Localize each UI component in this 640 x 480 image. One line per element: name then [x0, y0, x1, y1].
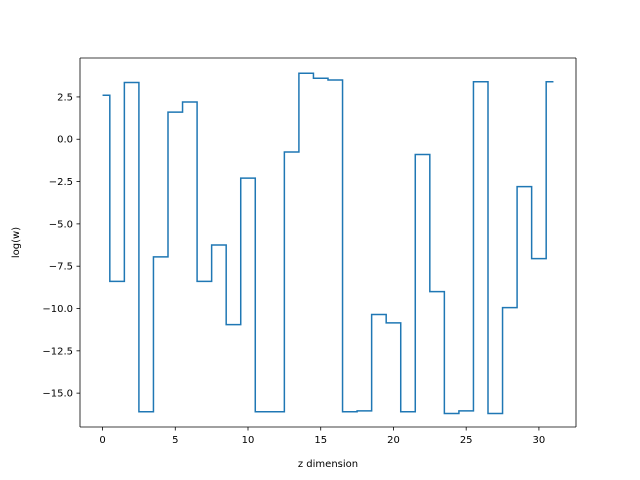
x-axis-label: z dimension — [298, 459, 358, 470]
x-tick-label: 15 — [314, 435, 327, 446]
x-tick-label: 0 — [99, 435, 105, 446]
y-tick-label: −10.0 — [42, 304, 73, 315]
series-layer — [102, 72, 554, 415]
y-tick-label: −7.5 — [49, 262, 73, 273]
y-tick-label: −15.0 — [42, 389, 73, 400]
y-tick-label: −2.5 — [49, 177, 73, 188]
y-tick-label: 2.5 — [57, 92, 73, 103]
y-tick-label: −12.5 — [42, 346, 73, 357]
x-tick-label: 5 — [172, 435, 178, 446]
axes-frame — [79, 57, 577, 428]
y-axis-label: log(w) — [11, 227, 22, 258]
y-tick-label: 0.0 — [57, 135, 73, 146]
x-tick-label: 25 — [460, 435, 473, 446]
series-line — [102, 72, 554, 415]
y-ticks: 2.5 0.0 −2.5 −5.0 −7.5 −10.0 −12.5 −15.0 — [42, 92, 80, 400]
x-ticks: 0 5 10 15 20 25 30 — [99, 427, 545, 446]
plot-area — [80, 58, 576, 427]
x-tick-label: 30 — [533, 435, 546, 446]
x-tick-label: 20 — [387, 435, 400, 446]
x-tick-label: 10 — [242, 435, 255, 446]
y-tick-label: −5.0 — [49, 219, 73, 230]
